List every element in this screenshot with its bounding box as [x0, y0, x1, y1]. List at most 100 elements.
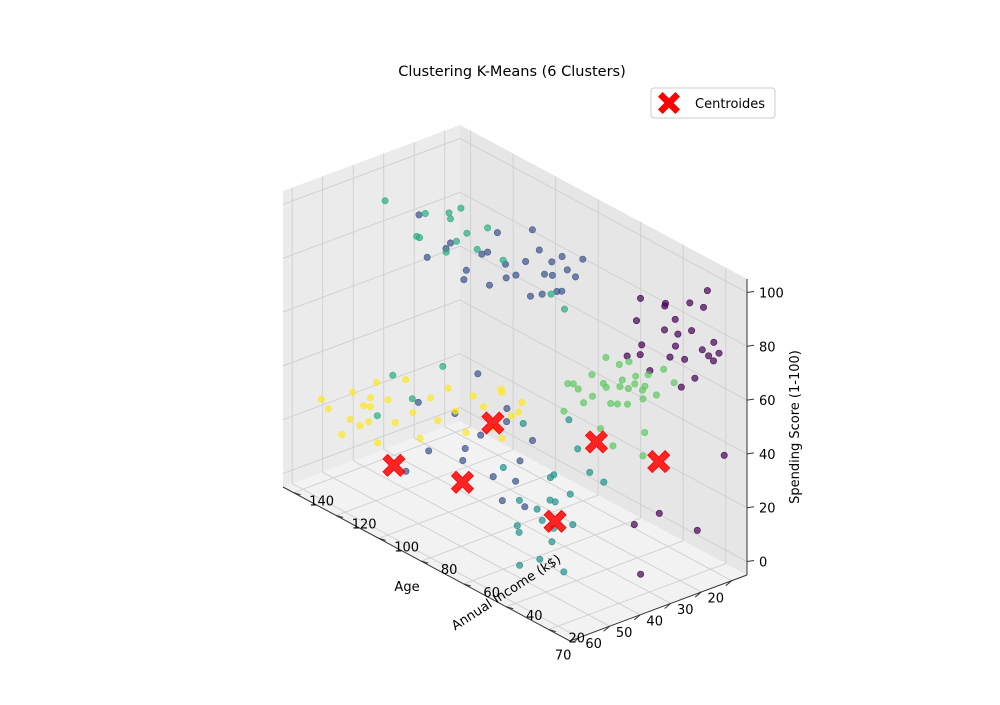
centroid-marker: [647, 450, 671, 474]
data-point-cluster-2: [546, 473, 554, 481]
data-point-cluster-3: [625, 358, 633, 366]
data-point-cluster-0: [636, 351, 644, 359]
y-tick-mark: [378, 537, 386, 541]
back-pane: [460, 125, 747, 575]
data-point-cluster-3: [660, 365, 668, 373]
z-tick-label: 60: [759, 394, 776, 409]
floor-pane: [283, 421, 747, 641]
data-point-cluster-3: [618, 376, 626, 384]
data-point-cluster-5: [384, 396, 392, 404]
data-point-cluster-1: [503, 404, 511, 412]
legend-box: [650, 87, 776, 119]
data-point-cluster-3: [588, 392, 596, 400]
data-point-cluster-4: [439, 362, 447, 370]
data-point-cluster-1: [461, 444, 469, 452]
grid-line-x: [352, 460, 641, 616]
data-point-cluster-5: [366, 403, 374, 411]
data-point-cluster-4: [452, 237, 460, 245]
data-point-cluster-5: [479, 403, 487, 411]
data-point-cluster-2: [516, 561, 524, 569]
data-points: [317, 197, 728, 578]
x-axis-line: [569, 574, 748, 642]
data-point-cluster-1: [493, 229, 501, 237]
data-point-cluster-2: [515, 528, 523, 536]
z-tick-label: 80: [759, 340, 776, 355]
data-point-cluster-0: [691, 374, 699, 382]
data-point-cluster-1: [489, 473, 497, 481]
y-tick-mark: [548, 629, 556, 633]
data-point-cluster-5: [451, 407, 459, 415]
data-point-cluster-1: [558, 253, 566, 261]
data-point-cluster-1: [459, 456, 467, 464]
z-tick-mark: [746, 560, 755, 563]
x-axis-label: Age: [394, 580, 419, 595]
data-point-cluster-0: [703, 287, 711, 295]
data-point-cluster-3: [560, 407, 568, 415]
data-point-cluster-3: [644, 371, 652, 379]
z-axis-label: Spending Score (1-100): [788, 350, 803, 504]
data-point-cluster-1: [502, 274, 510, 282]
data-point-cluster-3: [641, 428, 649, 436]
data-point-cluster-4: [445, 209, 453, 217]
y-tick-label: 20: [568, 632, 585, 647]
data-point-cluster-4: [499, 256, 507, 264]
data-point-cluster-5: [324, 405, 332, 413]
data-point-cluster-2: [499, 463, 507, 471]
data-point-cluster-3: [631, 380, 639, 388]
data-point-cluster-0: [710, 338, 718, 346]
x-tick-label: 20: [707, 592, 724, 607]
data-point-cluster-0: [630, 520, 638, 528]
grid-line-z: [459, 299, 748, 455]
data-point-cluster-5: [444, 384, 452, 392]
y-axis-line: [282, 486, 571, 642]
data-point-cluster-4: [421, 210, 429, 218]
data-point-cluster-0: [636, 294, 644, 302]
centroid-marker: [481, 411, 505, 435]
centroid-marker: [382, 453, 406, 477]
x-tick-label: 60: [585, 637, 602, 652]
data-point-cluster-4: [560, 305, 568, 313]
data-point-cluster-4: [415, 234, 423, 242]
data-point-cluster-3: [616, 383, 624, 391]
grid-line-y: [378, 471, 556, 539]
data-point-cluster-3: [639, 452, 647, 460]
data-point-cluster-5: [507, 412, 515, 420]
data-point-cluster-0: [637, 570, 645, 578]
data-point-cluster-2: [546, 496, 554, 504]
data-point-cluster-0: [709, 357, 717, 365]
data-point-cluster-1: [415, 211, 423, 219]
data-point-cluster-2: [519, 419, 527, 427]
centroid-marker: [584, 430, 608, 454]
data-point-cluster-1: [540, 270, 548, 278]
data-point-cluster-5: [462, 428, 470, 436]
centroid-markers: [382, 411, 671, 533]
grid-line-x: [444, 426, 732, 582]
z-tick-label: 100: [759, 286, 784, 301]
data-point-cluster-5: [346, 415, 354, 423]
grid-line-z: [459, 245, 748, 401]
x-tick-mark: [572, 637, 580, 643]
data-point-cluster-3: [597, 425, 605, 433]
grid-line-y: [421, 494, 599, 562]
grid-line-x: [383, 449, 671, 604]
data-point-cluster-2: [565, 416, 573, 424]
x-tick-label: 50: [616, 626, 633, 641]
x-tick-mark: [725, 580, 733, 587]
data-point-cluster-5: [518, 398, 526, 406]
y-tick-mark: [506, 606, 514, 610]
data-point-cluster-0: [671, 315, 679, 323]
z-tick-mark: [746, 506, 755, 509]
legend: Centroides: [650, 87, 776, 119]
data-point-cluster-1: [423, 253, 431, 261]
z-tick-label: 20: [759, 502, 776, 517]
data-point-cluster-5: [498, 434, 506, 442]
z-tick-label: 40: [759, 448, 776, 463]
data-point-cluster-2: [566, 490, 574, 498]
data-point-cluster-0: [674, 330, 682, 338]
data-point-cluster-4: [446, 215, 454, 223]
data-point-cluster-2: [538, 516, 546, 524]
data-point-cluster-0: [660, 326, 668, 334]
y-tick-label: 40: [526, 609, 543, 624]
data-point-cluster-5: [356, 422, 364, 430]
